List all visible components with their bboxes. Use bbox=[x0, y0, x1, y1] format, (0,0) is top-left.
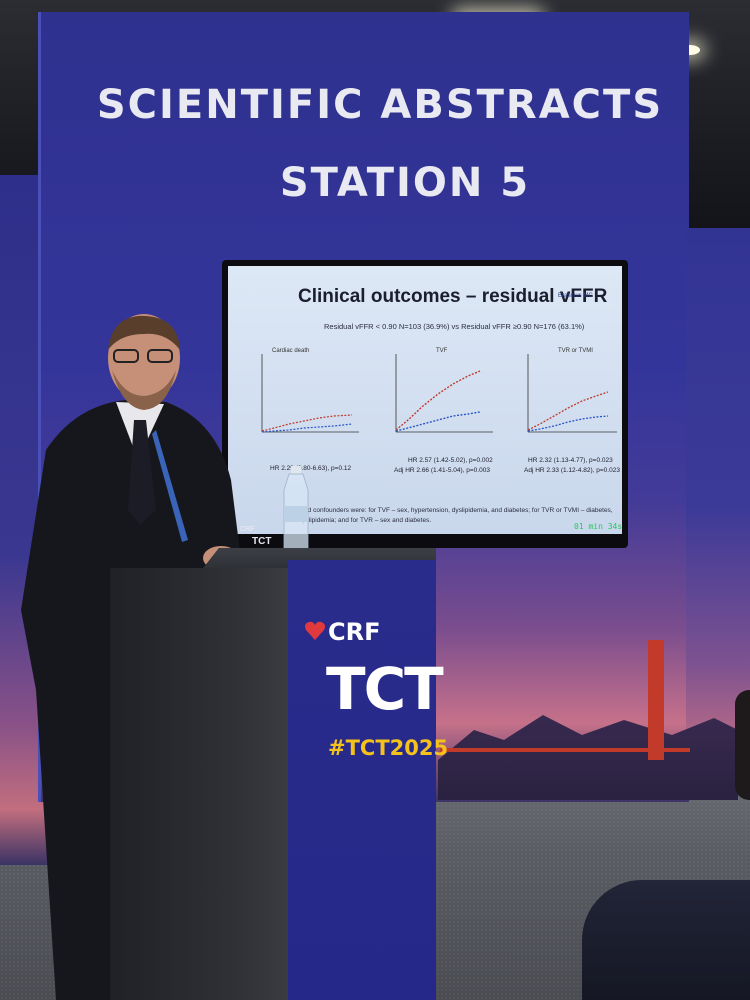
podium-side bbox=[110, 568, 290, 1000]
hr-line: HR 2.32 (1.13-4.77), p=0.023 bbox=[528, 457, 613, 464]
glasses-icon bbox=[113, 349, 139, 363]
monitor-crf-logo: CRF bbox=[240, 526, 255, 533]
slide-footnote: Adjusted confounders were: for TVF – sex… bbox=[286, 507, 613, 524]
plot-title: Cardiac death bbox=[272, 348, 310, 354]
audience-member bbox=[582, 880, 750, 1000]
presentation-timer: 01 min 34s bbox=[574, 522, 623, 531]
monitor-tct-logo: TCT bbox=[252, 536, 272, 547]
series-residual-high bbox=[527, 415, 609, 432]
hr-line: Adj HR 2.33 (1.12-4.82), p=0.023 bbox=[524, 467, 620, 474]
series-residual-low bbox=[527, 391, 609, 431]
hr-line: HR 2.57 (1.42-5.02), p=0.002 bbox=[408, 457, 493, 464]
series-residual-low bbox=[395, 370, 481, 431]
audience-member-head bbox=[735, 690, 750, 800]
institution-logo: Erasmus MC bbox=[558, 293, 593, 299]
bridge-tower bbox=[648, 640, 664, 760]
bridge-deck bbox=[440, 748, 690, 752]
station-heading: SCIENTIFIC ABSTRACTS bbox=[96, 82, 664, 128]
series-residual-low bbox=[261, 414, 353, 432]
presenter-beard bbox=[112, 370, 176, 410]
km-plot-cardiac-death bbox=[261, 354, 359, 433]
plot-title: TVR or TVMI bbox=[558, 348, 593, 354]
plot-title: TVF bbox=[436, 348, 448, 354]
station-number: STATION 5 bbox=[279, 160, 531, 206]
km-plot-tvf bbox=[395, 354, 493, 433]
slide-title: Clinical outcomes – residual vFFR bbox=[298, 286, 608, 307]
crf-logo: CRF bbox=[328, 618, 381, 646]
series-residual-high bbox=[261, 423, 353, 433]
presenter-hair bbox=[108, 315, 180, 350]
series-residual-high bbox=[395, 411, 481, 432]
lanyard bbox=[152, 430, 188, 542]
ceiling-light bbox=[680, 45, 700, 55]
crf-heart-icon bbox=[305, 621, 325, 640]
presenter-tie bbox=[128, 420, 156, 525]
hr-line: Adj HR 2.66 (1.41-5.04), p=0.003 bbox=[394, 467, 490, 474]
slide-subtitle: Residual vFFR < 0.90 N=103 (36.9%) vs Re… bbox=[324, 322, 585, 331]
hr-line: HR 2.29 (0.80-6.63), p=0.12 bbox=[270, 465, 352, 472]
km-plot-tvr-tvmi bbox=[527, 354, 617, 433]
water-bottle bbox=[283, 466, 309, 559]
tct-logo: TCT bbox=[326, 655, 444, 723]
event-hashtag: #TCT2025 bbox=[328, 736, 449, 760]
